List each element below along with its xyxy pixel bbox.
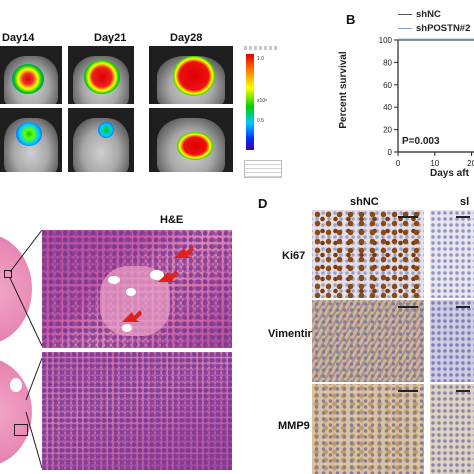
col-header-shnc: shNC (350, 196, 379, 208)
radiance-colorbar: 1.0 x10⁸ 0.5 (244, 46, 282, 180)
panel-d-letter: D (258, 196, 268, 211)
he-zoom-shnc (42, 230, 232, 348)
y-tick-label: 20 (383, 126, 392, 135)
ivis-image-day21-shpostn (68, 108, 134, 172)
ihc-ki67-shnc (312, 210, 424, 298)
ivis-image-day14-shnc (0, 46, 62, 104)
y-tick-label: 0 (388, 148, 393, 157)
row-label-ki67: Ki67 (282, 250, 306, 262)
x-tick-label: 0 (396, 159, 401, 168)
y-tick-label: 80 (383, 58, 392, 67)
survival-plot: 0 20 40 60 80 100 0 10 20 (379, 36, 474, 168)
legend-swatch-shpostn (398, 27, 412, 29)
y-tick-label: 100 (379, 36, 393, 45)
ihc-ki67-shpostn (430, 210, 474, 298)
brain-section-shnc (0, 230, 36, 348)
colorbar-caption (244, 46, 278, 50)
scale-bar (456, 390, 470, 392)
ivis-image-day28-shnc (149, 46, 233, 104)
day-label-28: Day28 (170, 32, 203, 44)
p-value: P=0.003 (402, 136, 440, 147)
legend-label-shpostn: shPOSTN#2 (416, 23, 471, 34)
x-tick-label: 10 (430, 159, 439, 168)
colorbar-tick-top: 1.0 (257, 56, 264, 62)
row-label-mmp9: MMP9 (278, 420, 310, 432)
scale-bar (398, 390, 418, 392)
ihc-vimentin-shpostn (430, 300, 474, 382)
legend-item-shpostn: shPOSTN#2 (398, 22, 470, 36)
legend-swatch-shnc (398, 13, 412, 15)
survival-legend: shNC shPOSTN#2 (398, 8, 470, 36)
ihc-mmp9-shpostn (430, 384, 474, 474)
scale-bar (456, 306, 470, 308)
ihc-mmp9-shnc (312, 384, 424, 474)
ivis-image-day21-shnc (68, 46, 134, 104)
y-tick-label: 40 (383, 103, 392, 112)
row-label-vimentin: Vimentin (268, 328, 315, 340)
panel-b-letter: B (346, 12, 356, 27)
ivis-image-day14-shpostn (0, 108, 62, 172)
he-zoom-shpostn (42, 352, 232, 470)
scale-bar (456, 216, 470, 218)
ihc-vimentin-shnc (312, 300, 424, 382)
y-axis-label: Percent survival (338, 51, 349, 129)
zoom-connector-lines (9, 229, 43, 469)
y-tick-label: 60 (383, 81, 392, 90)
plot-axes: 0 20 40 60 80 100 0 10 20 (379, 36, 474, 168)
scale-bar (398, 216, 418, 218)
colorbar-minmax-box (244, 160, 282, 178)
colorbar-exponent: x10⁸ (257, 98, 268, 104)
day-label-14: Day14 (2, 32, 35, 44)
zoom-box-shpostn (14, 424, 28, 436)
colorbar-tick-mid: 0.5 (257, 118, 264, 124)
legend-label-shnc: shNC (416, 9, 441, 20)
x-tick-label: 20 (467, 159, 474, 168)
he-title: H&E (160, 214, 184, 226)
zoom-box-shnc (4, 270, 12, 278)
col-header-sh: sl (460, 196, 470, 208)
red-arrows (122, 246, 194, 322)
legend-item-shnc: shNC (398, 8, 470, 22)
scale-bar (398, 306, 418, 308)
x-axis-label: Days aft (430, 168, 469, 179)
colorbar-gradient (246, 54, 254, 150)
ivis-image-day28-shpostn (149, 108, 233, 172)
brain-section-shpostn (0, 352, 36, 470)
day-label-21: Day21 (94, 32, 127, 44)
